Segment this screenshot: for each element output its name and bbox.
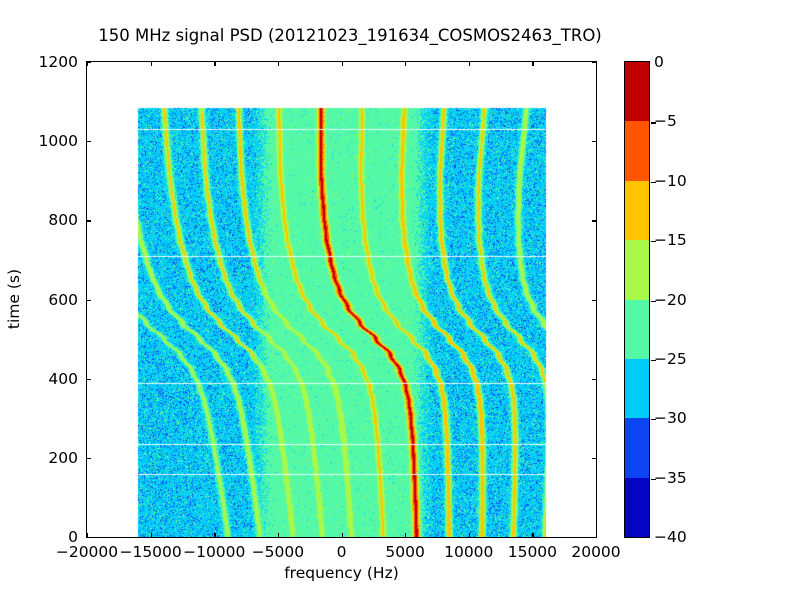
x-axis-tick-label: −20000 xyxy=(55,543,119,561)
colorbar-band xyxy=(625,240,649,300)
x-axis-tick xyxy=(341,61,343,66)
y-axis-tick-label: 800 xyxy=(48,211,78,230)
y-axis-tick xyxy=(592,62,597,64)
colorbar-band xyxy=(625,180,649,241)
x-axis-tick xyxy=(277,61,280,66)
y-axis-tick xyxy=(592,378,597,380)
x-axis-label: frequency (Hz) xyxy=(284,564,399,582)
x-axis-tick xyxy=(214,61,216,66)
x-axis-tick-label: 20000 xyxy=(571,543,621,561)
x-axis-tick xyxy=(341,533,343,538)
x-axis-tick-label: 15000 xyxy=(507,543,558,561)
x-axis-tick-label: −15000 xyxy=(119,543,182,561)
colorbar-tick xyxy=(651,122,656,124)
colorbar-band xyxy=(625,62,649,122)
x-axis-tick xyxy=(532,533,534,538)
colorbar-tick-label: −15 xyxy=(654,231,687,250)
spectrogram-image xyxy=(87,62,596,537)
colorbar-band xyxy=(625,477,649,537)
y-axis-tick xyxy=(592,220,597,222)
y-axis-tick xyxy=(86,62,91,64)
y-axis-tick xyxy=(86,220,91,222)
colorbar-tick-label: −35 xyxy=(654,468,687,487)
x-axis-tick-label: −5000 xyxy=(251,543,305,561)
y-axis-tick xyxy=(86,299,91,301)
y-axis-tick xyxy=(592,299,597,301)
x-axis-tick-label: −10000 xyxy=(183,543,246,561)
colorbar-tick xyxy=(651,300,656,302)
colorbar-tick-label: 0 xyxy=(654,53,664,71)
y-axis-tick xyxy=(592,537,597,539)
x-axis-tick xyxy=(405,61,407,66)
y-axis-tick xyxy=(592,141,597,143)
y-axis-tick-label: 1000 xyxy=(38,132,78,151)
x-axis-tick xyxy=(150,533,152,538)
x-axis-tick xyxy=(214,533,216,538)
y-axis-tick xyxy=(86,141,91,143)
y-axis-tick xyxy=(86,537,91,539)
y-axis-label: time (s) xyxy=(5,268,23,330)
x-axis-tick-label: 0 xyxy=(336,543,347,561)
y-axis-tick-label: 400 xyxy=(48,369,78,388)
colorbar-tick-label: −5 xyxy=(654,112,677,131)
y-axis-tick-label: 200 xyxy=(48,448,78,467)
colorbar-tick-label: −10 xyxy=(654,171,687,190)
colorbar-tick-label: −30 xyxy=(654,409,687,428)
colorbar-tick xyxy=(651,181,656,183)
x-axis-tick xyxy=(87,61,89,66)
x-axis-tick xyxy=(87,533,89,538)
x-axis-tick xyxy=(532,61,534,66)
x-axis-tick xyxy=(596,533,598,538)
colorbar-tick xyxy=(651,478,656,480)
colorbar-band xyxy=(625,121,649,181)
x-axis-tick xyxy=(596,61,598,66)
colorbar-tick-label: −40 xyxy=(654,528,687,546)
y-axis-tick xyxy=(592,457,597,460)
colorbar-tick xyxy=(651,419,656,421)
x-axis-tick-label: 5000 xyxy=(385,543,425,561)
y-axis-tick-label: 600 xyxy=(48,290,78,309)
colorbar-tick-label: −25 xyxy=(654,349,687,368)
x-axis-tick xyxy=(468,61,471,66)
x-axis-tick-label: 10000 xyxy=(444,543,494,561)
colorbar-band xyxy=(625,299,649,359)
colorbar-band xyxy=(625,358,649,419)
x-axis-tick xyxy=(405,533,407,538)
spectrogram-axes xyxy=(86,61,598,539)
y-axis-tick-label: 0 xyxy=(68,528,78,546)
y-axis-tick-label: 1200 xyxy=(38,53,78,71)
colorbar-band xyxy=(625,418,649,478)
x-axis-tick xyxy=(277,533,280,538)
x-axis-tick xyxy=(468,533,471,538)
colorbar-tick xyxy=(651,359,656,362)
colorbar-tick xyxy=(651,241,656,243)
x-axis-tick xyxy=(150,61,152,66)
y-axis-tick xyxy=(86,457,91,460)
colorbar xyxy=(624,61,656,538)
plot-title: 150 MHz signal PSD (20121023_191634_COSM… xyxy=(98,26,602,45)
y-axis-tick xyxy=(86,378,91,380)
colorbar-tick-label: −20 xyxy=(654,290,687,309)
